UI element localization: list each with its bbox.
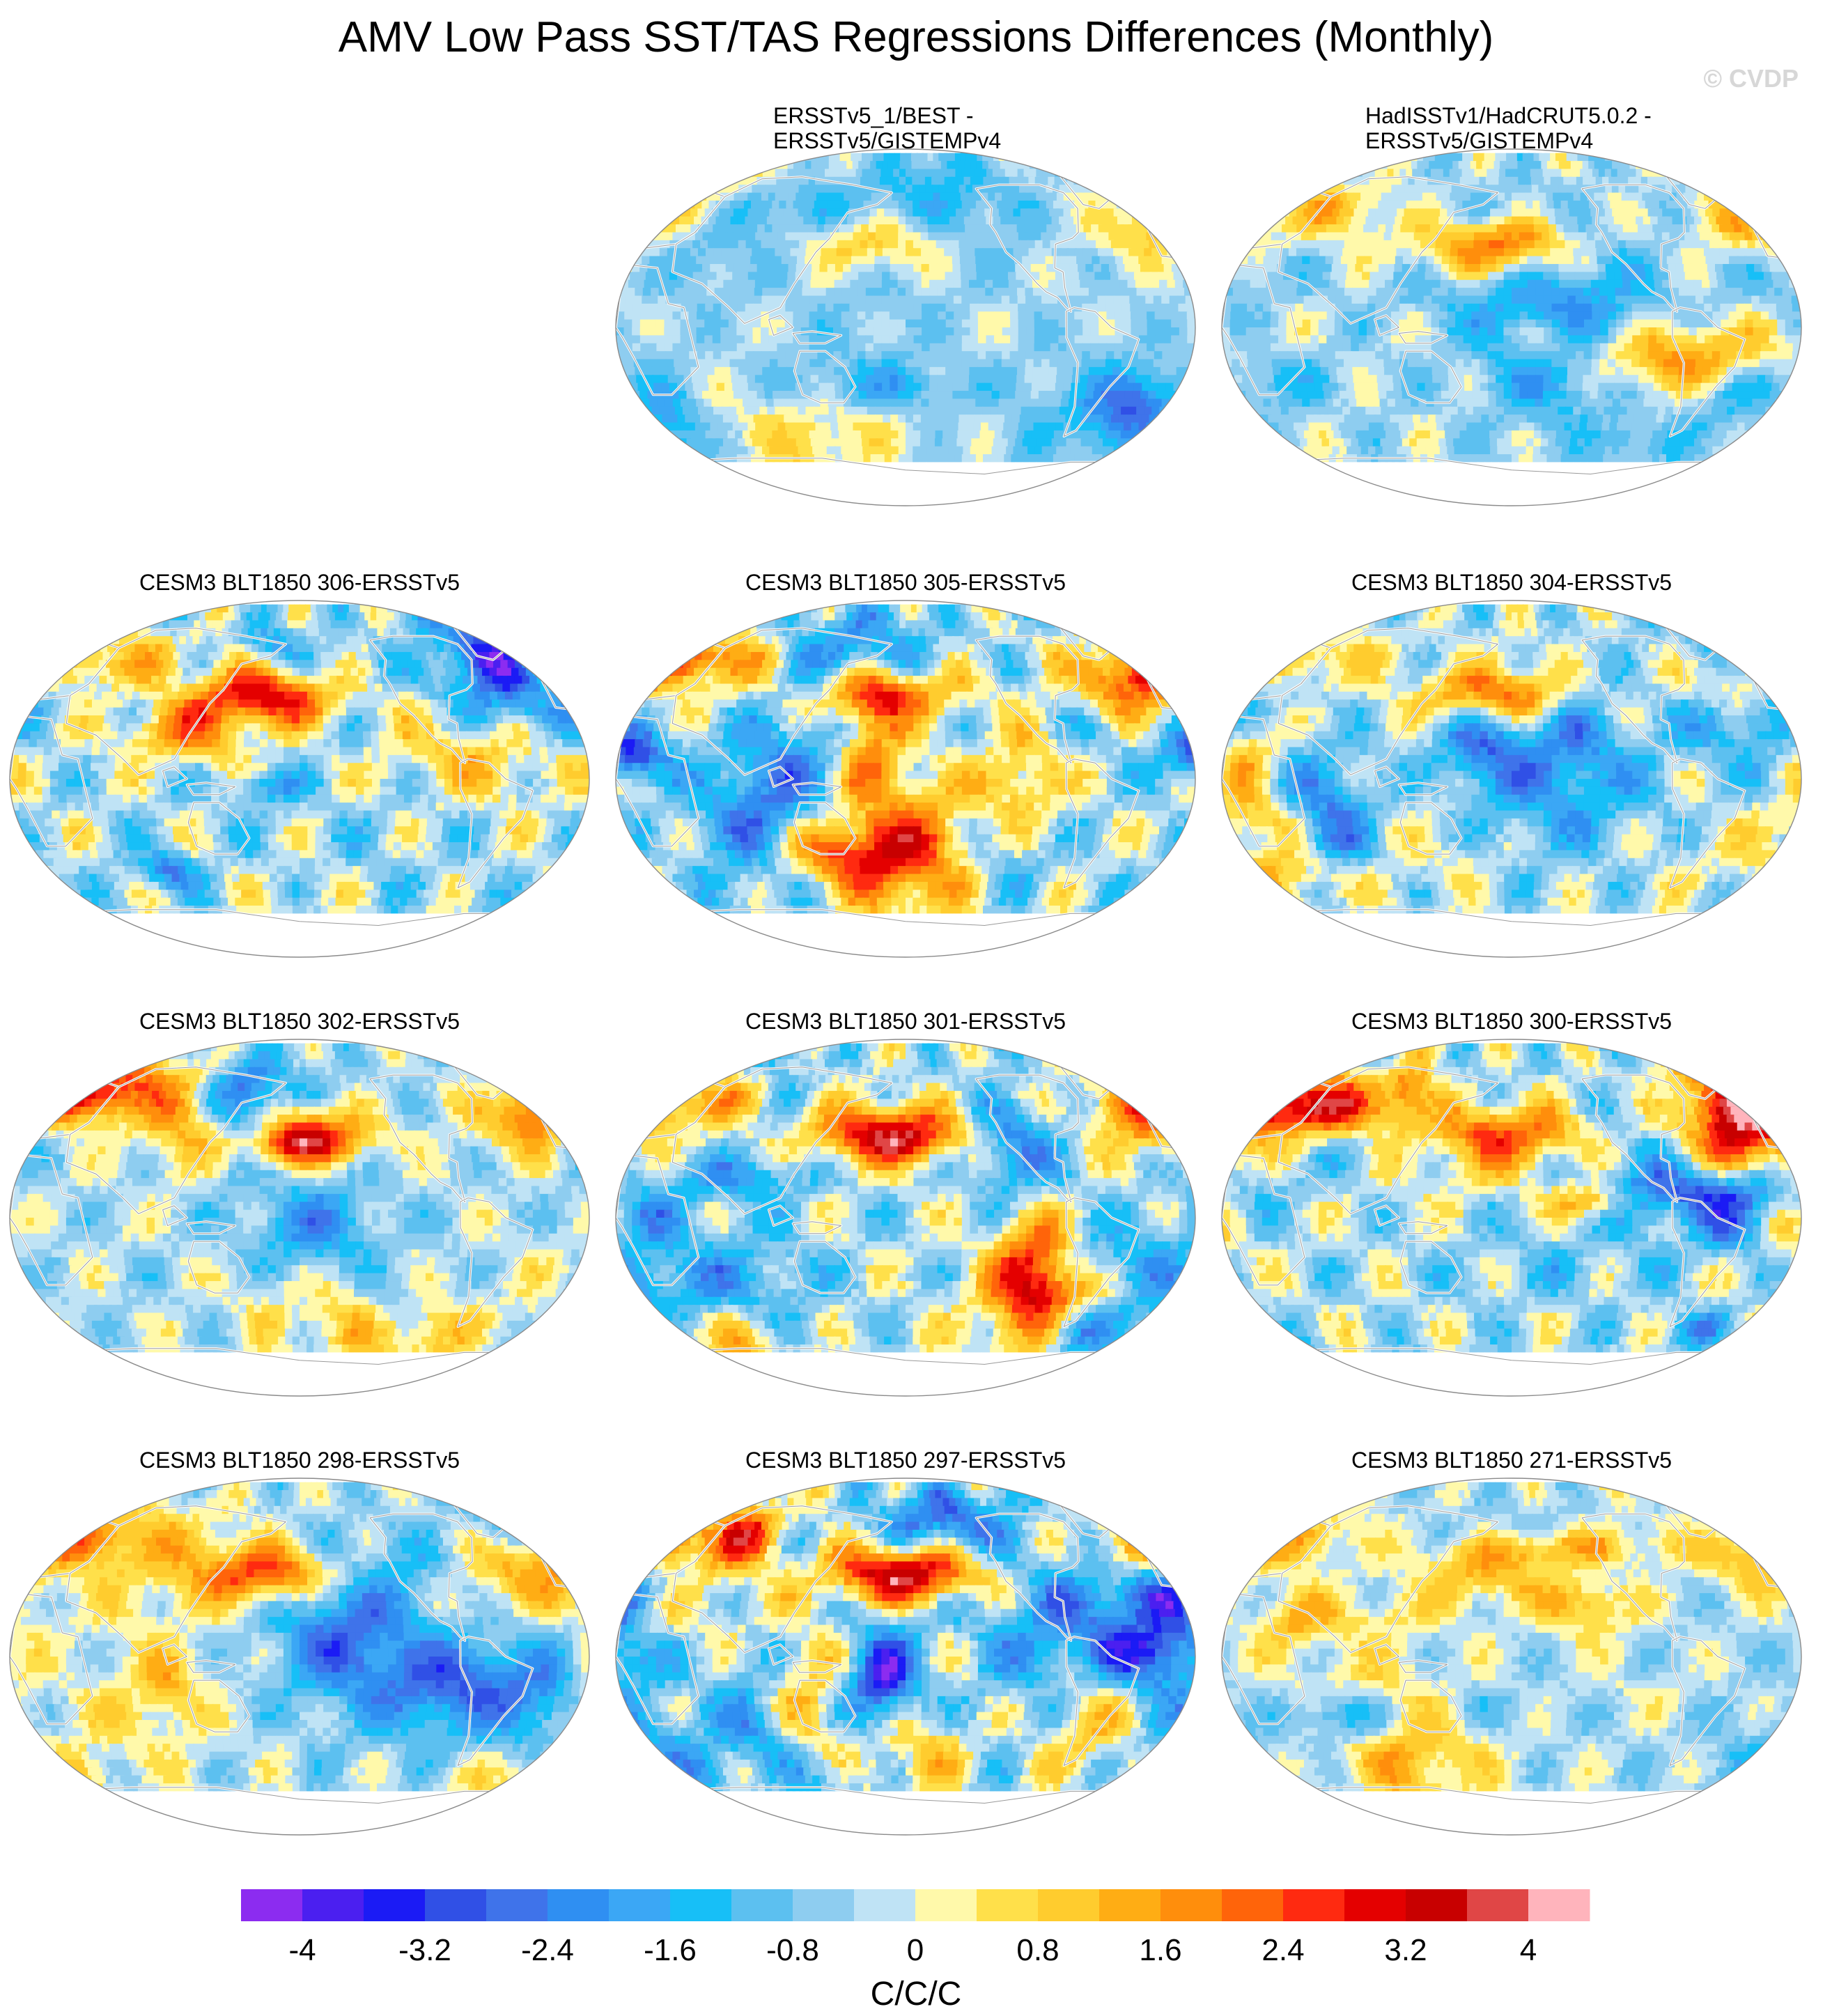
colorbar-tick-label: -0.8 (766, 1933, 819, 1967)
regression-map (1221, 148, 1802, 506)
panel-title: CESM3 BLT1850 300-ERSSTv5 (1212, 1009, 1811, 1034)
colorbar-swatch (670, 1889, 732, 1921)
regression-map (615, 148, 1196, 506)
colorbar-swatch (241, 1889, 303, 1921)
colorbar-swatch (854, 1889, 916, 1921)
colorbar-swatch (1406, 1889, 1468, 1921)
map-panel-297: CESM3 BLT1850 297-ERSSTv5 (606, 1448, 1205, 1879)
colorbar-swatch (1222, 1889, 1284, 1921)
map-panel-305: CESM3 BLT1850 305-ERSSTv5 (606, 570, 1205, 1002)
panel-title: CESM3 BLT1850 298-ERSSTv5 (0, 1448, 599, 1473)
colorbar-swatch (364, 1889, 426, 1921)
colorbar-swatch (1160, 1889, 1222, 1921)
colorbar-tick-label: 4 (1520, 1933, 1537, 1967)
map-panel-301: CESM3 BLT1850 301-ERSSTv5 (606, 1009, 1205, 1441)
panel-title: CESM3 BLT1850 301-ERSSTv5 (606, 1009, 1205, 1034)
panel-title: CESM3 BLT1850 304-ERSSTv5 (1212, 570, 1811, 595)
panel-title: CESM3 BLT1850 297-ERSSTv5 (606, 1448, 1205, 1473)
map-panel-298: CESM3 BLT1850 298-ERSSTv5 (0, 1448, 599, 1879)
colorbar-tick-label: 3.2 (1384, 1933, 1427, 1967)
colorbar-unit-label: C/C/C (0, 1975, 1832, 2013)
colorbar-tick-label: 0.8 (1016, 1933, 1059, 1967)
colorbar-tick-label: 2.4 (1262, 1933, 1304, 1967)
panel-title: CESM3 BLT1850 271-ERSSTv5 (1212, 1448, 1811, 1473)
regression-map (9, 600, 590, 958)
map-panel-271: CESM3 BLT1850 271-ERSSTv5 (1212, 1448, 1811, 1879)
colorbar-tick-label: -1.6 (644, 1933, 697, 1967)
colorbar-swatch (609, 1889, 671, 1921)
colorbar-swatch (548, 1889, 610, 1921)
regression-map (615, 600, 1196, 958)
panel-title: CESM3 BLT1850 302-ERSSTv5 (0, 1009, 599, 1034)
regression-map (615, 1478, 1196, 1836)
colorbar-swatch (1528, 1889, 1590, 1921)
map-panel-306: CESM3 BLT1850 306-ERSSTv5 (0, 570, 599, 1002)
colorbar-swatch (793, 1889, 855, 1921)
colorbar-swatch (977, 1889, 1039, 1921)
map-panel-obs2: HadISSTv1/HadCRUT5.0.2 - ERSSTv5/GISTEMPv… (1212, 103, 1811, 535)
regression-map (1221, 1478, 1802, 1836)
panel-title: CESM3 BLT1850 305-ERSSTv5 (606, 570, 1205, 595)
regression-map (1221, 600, 1802, 958)
colorbar-swatch (425, 1889, 487, 1921)
colorbar-tick-label: -2.4 (521, 1933, 574, 1967)
map-panel-obs1: ERSSTv5_1/BEST - ERSSTv5/GISTEMPv4 (606, 103, 1205, 535)
panel-title: CESM3 BLT1850 306-ERSSTv5 (0, 570, 599, 595)
colorbar-swatch (486, 1889, 548, 1921)
map-panel-300: CESM3 BLT1850 300-ERSSTv5 (1212, 1009, 1811, 1441)
colorbar-tick-label: 0 (907, 1933, 924, 1967)
colorbar-swatch (1467, 1889, 1529, 1921)
panel-title: ERSSTv5_1/BEST - ERSSTv5/GISTEMPv4 (773, 103, 1205, 153)
colorbar-swatch (1038, 1889, 1100, 1921)
colorbar-tick-label: -3.2 (398, 1933, 451, 1967)
regression-map (615, 1039, 1196, 1397)
colorbar-tick-label: 1.6 (1139, 1933, 1181, 1967)
figure-title: AMV Low Pass SST/TAS Regressions Differe… (0, 13, 1832, 62)
regression-map (1221, 1039, 1802, 1397)
colorbar-swatch (915, 1889, 977, 1921)
colorbar-tick-label: -4 (288, 1933, 316, 1967)
colorbar-swatch (1344, 1889, 1406, 1921)
regression-map (9, 1039, 590, 1397)
colorbar-swatch (302, 1889, 364, 1921)
colorbar-swatch (1099, 1889, 1161, 1921)
colorbar-swatch (1283, 1889, 1345, 1921)
regression-map (9, 1478, 590, 1836)
panel-title: HadISSTv1/HadCRUT5.0.2 - ERSSTv5/GISTEMPv… (1365, 103, 1811, 153)
map-panel-304: CESM3 BLT1850 304-ERSSTv5 (1212, 570, 1811, 1002)
colorbar-swatch (731, 1889, 793, 1921)
map-panel-302: CESM3 BLT1850 302-ERSSTv5 (0, 1009, 599, 1441)
watermark: © CVDP (1703, 64, 1799, 93)
